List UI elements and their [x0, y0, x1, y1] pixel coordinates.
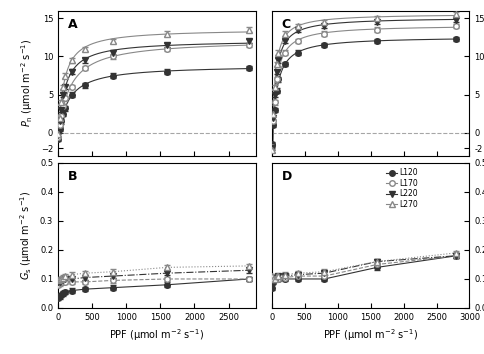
Text: D: D [282, 170, 292, 183]
X-axis label: PPF (μmol m$^{-2}$ s$^{-1}$): PPF (μmol m$^{-2}$ s$^{-1}$) [323, 327, 418, 343]
Text: C: C [282, 18, 291, 31]
X-axis label: PPF (μmol m$^{-2}$ s$^{-1}$): PPF (μmol m$^{-2}$ s$^{-1}$) [109, 327, 205, 343]
Legend: L120, L170, L220, L270: L120, L170, L220, L270 [384, 167, 420, 210]
Y-axis label: $P_\mathrm{n}$ (μmol m$^{-2}$ s$^{-1}$): $P_\mathrm{n}$ (μmol m$^{-2}$ s$^{-1}$) [20, 39, 35, 127]
Text: B: B [68, 170, 77, 183]
Text: A: A [68, 18, 77, 31]
Y-axis label: $G_\mathrm{s}$ (μmol m$^{-2}$ s$^{-1}$): $G_\mathrm{s}$ (μmol m$^{-2}$ s$^{-1}$) [18, 191, 34, 280]
